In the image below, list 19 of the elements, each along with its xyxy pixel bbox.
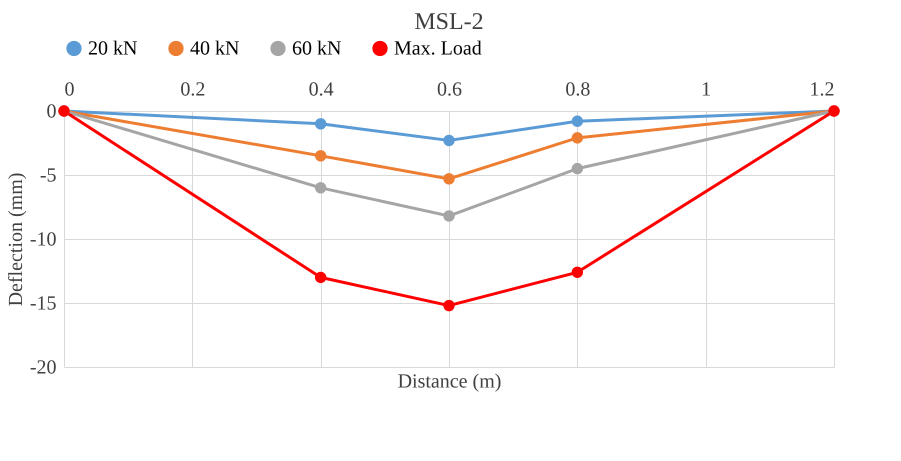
y-tick-label: -10 xyxy=(30,228,56,250)
x-tick-label: 1 xyxy=(701,78,712,100)
legend-label: 20 kN xyxy=(88,37,138,60)
x-tick-label: 0.6 xyxy=(437,78,462,100)
y-axis-title: Deflection (mm) xyxy=(4,172,27,306)
x-tick-label: 0 xyxy=(64,78,74,100)
chart-title: MSL-2 xyxy=(414,9,484,35)
y-tick-label: -20 xyxy=(30,356,56,378)
y-tick-label: -15 xyxy=(30,292,56,314)
legend-label: 60 kN xyxy=(292,37,342,60)
y-tick-label: -5 xyxy=(40,164,56,186)
x-tick-label: 0.4 xyxy=(308,78,334,100)
x-tick-label: 0.2 xyxy=(180,78,206,100)
legend-label: Max. Load xyxy=(394,37,482,60)
y-tick-label: 0 xyxy=(46,100,56,122)
x-tick-label: 1.2 xyxy=(810,78,834,100)
x-tick-label: 0.8 xyxy=(565,78,590,100)
legend-label: 40 kN xyxy=(190,37,240,60)
x-axis-title: Distance (m) xyxy=(398,370,502,392)
